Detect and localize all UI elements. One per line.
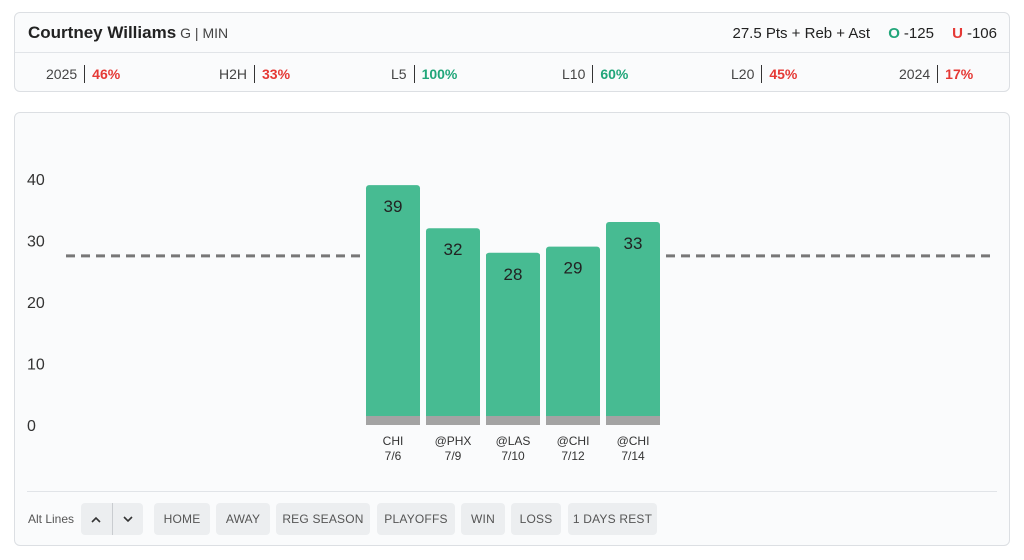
x-tick-opponent: @CHI: [557, 434, 590, 448]
stat-divider: [413, 65, 415, 83]
stat-l20: L20 45%: [731, 65, 797, 83]
chevron-down-icon: [123, 515, 133, 522]
stat-value: 100%: [421, 66, 458, 82]
header-top-row: Courtney Williams G | MIN 27.5 Pts + Reb …: [15, 13, 1009, 53]
bar-base: [426, 416, 480, 425]
player-prop-header: Courtney Williams G | MIN 27.5 Pts + Reb …: [14, 12, 1010, 92]
x-tick-date: 7/10: [501, 449, 525, 463]
y-tick-label: 30: [27, 234, 45, 251]
filter-reg-season-button[interactable]: REG SEASON: [276, 503, 370, 535]
stat-label: L5: [391, 66, 407, 82]
under-odds: -106: [966, 25, 997, 42]
filter-away-button[interactable]: AWAY: [216, 503, 270, 535]
y-tick-label: 20: [27, 295, 45, 312]
bar-value-label: 33: [624, 234, 643, 253]
stat-value: 33%: [262, 66, 291, 82]
filter-loss-button[interactable]: LOSS: [511, 503, 561, 535]
stepper-divider: [111, 503, 113, 535]
bar-value-label: 39: [384, 197, 403, 216]
chevron-up-icon: [91, 516, 101, 523]
stat-divider: [761, 65, 763, 83]
filter-days-rest-button[interactable]: 1 DAYS REST: [568, 503, 657, 535]
x-tick-opponent: @LAS: [496, 434, 531, 448]
stat-label: L20: [731, 66, 755, 82]
alt-line-up-button[interactable]: [81, 503, 112, 535]
bar-base: [366, 416, 420, 425]
x-tick-opponent: @PHX: [435, 434, 472, 448]
under-letter: U: [952, 25, 963, 42]
over-letter: O: [888, 25, 900, 42]
stat-divider: [254, 65, 256, 83]
y-tick-label: 10: [27, 357, 45, 374]
stat-value: 60%: [600, 66, 629, 82]
alt-line-down-button[interactable]: [113, 503, 144, 535]
bar: [366, 185, 420, 425]
bar: [486, 252, 540, 425]
stat-divider: [84, 65, 86, 83]
bar: [546, 246, 600, 425]
filter-home-button[interactable]: HOME: [154, 503, 210, 535]
controls-divider: [27, 491, 997, 492]
prop-line: 27.5 Pts + Reb + Ast O -125 U -106: [732, 25, 997, 42]
x-tick-date: 7/6: [385, 449, 402, 463]
prop-label: 27.5 Pts + Reb + Ast: [732, 25, 871, 42]
stat-divider: [937, 65, 939, 83]
stat-l10: L10 60%: [562, 65, 628, 83]
x-tick-date: 7/9: [445, 449, 462, 463]
stat-h2h: H2H 33%: [219, 65, 290, 83]
y-tick-label: 0: [27, 418, 36, 435]
x-tick-opponent: CHI: [383, 434, 404, 448]
bar-base: [546, 416, 600, 425]
bar-base: [486, 416, 540, 425]
x-tick-opponent: @CHI: [617, 434, 650, 448]
stat-value: 17%: [945, 66, 974, 82]
stat-label: L10: [562, 66, 586, 82]
stat-2024: 2024 17%: [899, 65, 973, 83]
stat-value: 46%: [92, 66, 121, 82]
player-name: Courtney Williams G | MIN: [28, 23, 228, 43]
over-odds: -125: [903, 25, 934, 42]
bar-value-label: 28: [504, 265, 523, 284]
filter-win-button[interactable]: WIN: [461, 503, 505, 535]
alt-lines-label: Alt Lines: [28, 512, 75, 526]
player-position-team: G | MIN: [180, 25, 229, 41]
bar-value-label: 32: [444, 240, 463, 259]
x-tick-date: 7/12: [561, 449, 585, 463]
stat-value: 45%: [769, 66, 798, 82]
stat-label: 2025: [46, 66, 78, 82]
hit-rate-stats: 2025 46% H2H 33% L5 100% L10 60% L20 45% 2024…: [15, 53, 1009, 93]
bar-base: [606, 416, 660, 425]
stat-label: 2024: [899, 66, 931, 82]
player-name-text: Courtney Williams: [28, 23, 177, 42]
stat-divider: [592, 65, 594, 83]
game-log-chart-card: 0 10 20 30 40 39 CHI 7/6 32 @PHX 7/9 28 @LAS 7/10 29 @C…: [14, 112, 1010, 546]
stat-l5: L5 100%: [391, 65, 457, 83]
stat-label: H2H: [219, 66, 248, 82]
x-tick-date: 7/14: [621, 449, 645, 463]
bar: [606, 222, 660, 425]
filter-playoffs-button[interactable]: PLAYOFFS: [377, 503, 455, 535]
y-tick-label: 40: [27, 172, 45, 189]
bar-value-label: 29: [564, 259, 583, 278]
alt-lines-stepper: [81, 503, 143, 535]
stat-2025: 2025 46%: [46, 65, 120, 83]
bar: [426, 228, 480, 425]
